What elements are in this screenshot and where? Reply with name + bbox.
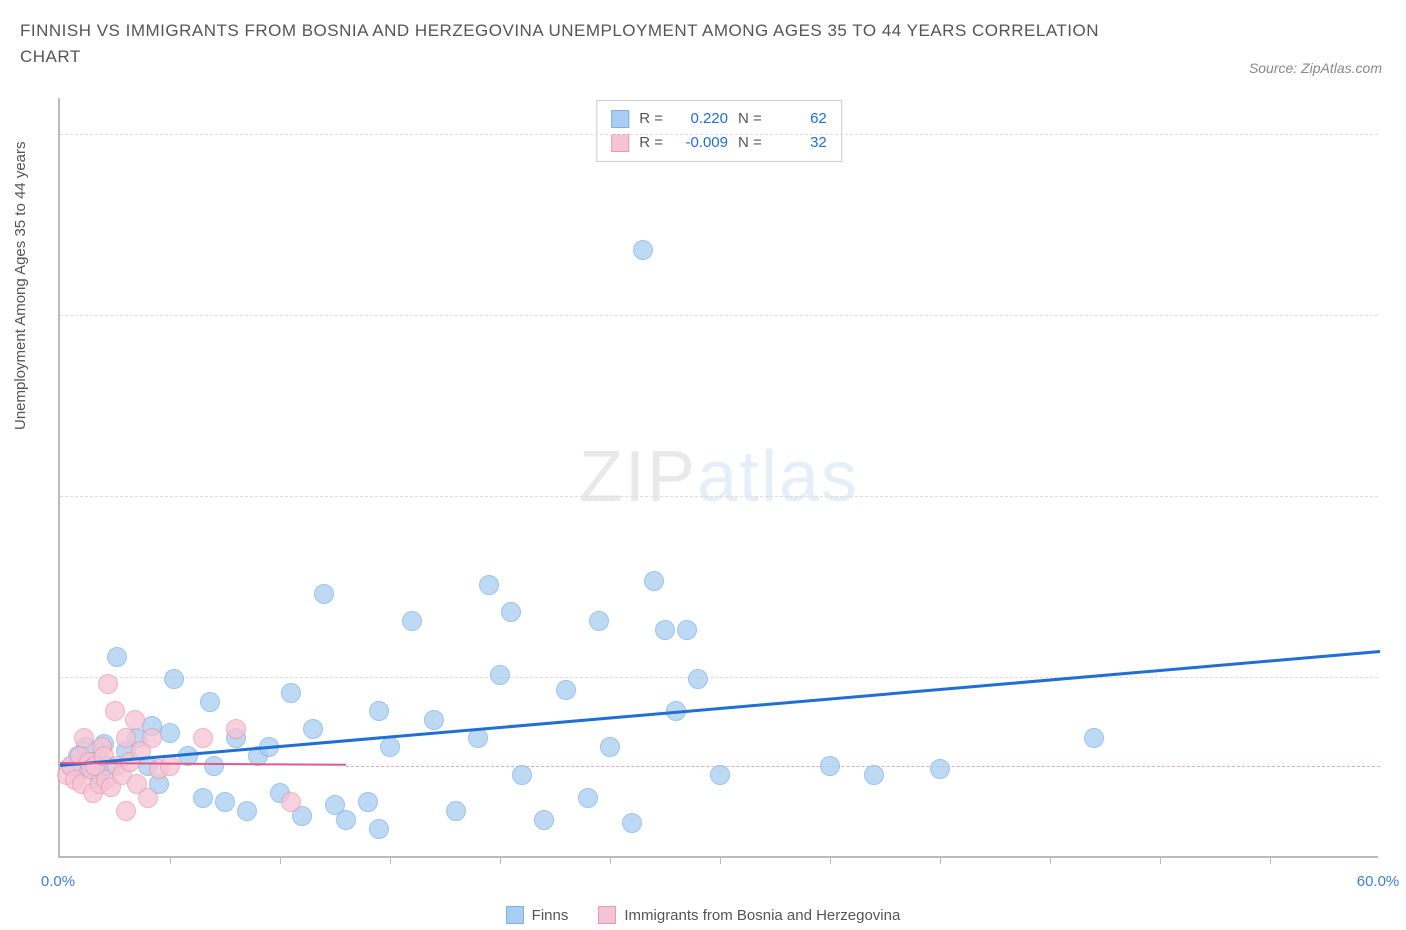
legend-item: Immigrants from Bosnia and Herzegovina bbox=[598, 906, 900, 924]
data-point bbox=[380, 737, 400, 757]
data-point bbox=[556, 680, 576, 700]
data-point bbox=[1084, 728, 1104, 748]
data-point bbox=[107, 647, 127, 667]
data-point bbox=[281, 792, 301, 812]
x-tick bbox=[170, 856, 171, 864]
data-point bbox=[710, 765, 730, 785]
data-point bbox=[105, 701, 125, 721]
source-label: Source: ZipAtlas.com bbox=[1249, 60, 1382, 76]
data-point bbox=[193, 728, 213, 748]
legend-swatch bbox=[598, 906, 616, 924]
stats-row: R = 0.220 N = 62 bbox=[611, 107, 827, 131]
data-point bbox=[160, 756, 180, 776]
data-point bbox=[820, 756, 840, 776]
data-point bbox=[336, 810, 356, 830]
y-tick-label: 20.0% bbox=[1388, 488, 1406, 505]
x-tick bbox=[830, 856, 831, 864]
data-point bbox=[237, 801, 257, 821]
data-point bbox=[303, 719, 323, 739]
x-tick bbox=[610, 856, 611, 864]
data-point bbox=[98, 674, 118, 694]
data-point bbox=[116, 801, 136, 821]
data-point bbox=[369, 701, 389, 721]
x-tick bbox=[1270, 856, 1271, 864]
data-point bbox=[512, 765, 532, 785]
x-tick bbox=[1160, 856, 1161, 864]
x-tick bbox=[1050, 856, 1051, 864]
data-point bbox=[622, 813, 642, 833]
legend-swatch bbox=[506, 906, 524, 924]
data-point bbox=[160, 723, 180, 743]
r-label: R = bbox=[639, 107, 663, 131]
data-point bbox=[226, 719, 246, 739]
gridline bbox=[60, 496, 1378, 497]
data-point bbox=[142, 728, 162, 748]
data-point bbox=[446, 801, 466, 821]
data-point bbox=[589, 611, 609, 631]
data-point bbox=[402, 611, 422, 631]
data-point bbox=[479, 575, 499, 595]
data-point bbox=[633, 240, 653, 260]
x-tick bbox=[390, 856, 391, 864]
n-value: 62 bbox=[772, 107, 827, 131]
data-point bbox=[200, 692, 220, 712]
data-point bbox=[930, 759, 950, 779]
r-value: 0.220 bbox=[673, 107, 728, 131]
data-point bbox=[193, 788, 213, 808]
data-point bbox=[644, 571, 664, 591]
data-point bbox=[501, 602, 521, 622]
y-tick-label: 40.0% bbox=[1388, 126, 1406, 143]
gridline bbox=[60, 677, 1378, 678]
legend-label: Immigrants from Bosnia and Herzegovina bbox=[624, 907, 900, 924]
data-point bbox=[864, 765, 884, 785]
trend-line bbox=[60, 650, 1380, 766]
data-point bbox=[424, 710, 444, 730]
legend-item: Finns bbox=[506, 906, 569, 924]
data-point bbox=[578, 788, 598, 808]
x-tick-label: 60.0% bbox=[1357, 873, 1400, 890]
data-point bbox=[369, 819, 389, 839]
y-tick-label: 10.0% bbox=[1388, 669, 1406, 686]
data-point bbox=[468, 728, 488, 748]
stats-swatch bbox=[611, 110, 629, 128]
x-tick bbox=[280, 856, 281, 864]
data-point bbox=[490, 665, 510, 685]
watermark: ZIPatlas bbox=[579, 436, 859, 518]
data-point bbox=[655, 620, 675, 640]
x-tick bbox=[500, 856, 501, 864]
stats-box: R =0.220N =62R =-0.009N =32 bbox=[596, 100, 842, 162]
data-point bbox=[138, 788, 158, 808]
data-point bbox=[281, 683, 301, 703]
data-point bbox=[688, 669, 708, 689]
data-point bbox=[215, 792, 235, 812]
data-point bbox=[204, 756, 224, 776]
trend-dashed bbox=[346, 766, 1380, 767]
stats-swatch bbox=[611, 134, 629, 152]
data-point bbox=[125, 710, 145, 730]
y-tick-label: 30.0% bbox=[1388, 307, 1406, 324]
legend-label: Finns bbox=[532, 907, 569, 924]
gridline bbox=[60, 134, 1378, 135]
data-point bbox=[164, 669, 184, 689]
x-tick bbox=[940, 856, 941, 864]
data-point bbox=[358, 792, 378, 812]
data-point bbox=[534, 810, 554, 830]
x-tick bbox=[720, 856, 721, 864]
data-point bbox=[314, 584, 334, 604]
plot-area: ZIPatlas R =0.220N =62R =-0.009N =32 10.… bbox=[58, 98, 1378, 858]
legend: Finns Immigrants from Bosnia and Herzegov… bbox=[0, 906, 1406, 924]
chart-title: FINNISH VS IMMIGRANTS FROM BOSNIA AND HE… bbox=[20, 18, 1120, 69]
x-tick-label: 0.0% bbox=[41, 873, 75, 890]
data-point bbox=[600, 737, 620, 757]
y-axis-label: Unemployment Among Ages 35 to 44 years bbox=[12, 141, 29, 430]
data-point bbox=[677, 620, 697, 640]
n-label: N = bbox=[738, 107, 762, 131]
gridline bbox=[60, 315, 1378, 316]
